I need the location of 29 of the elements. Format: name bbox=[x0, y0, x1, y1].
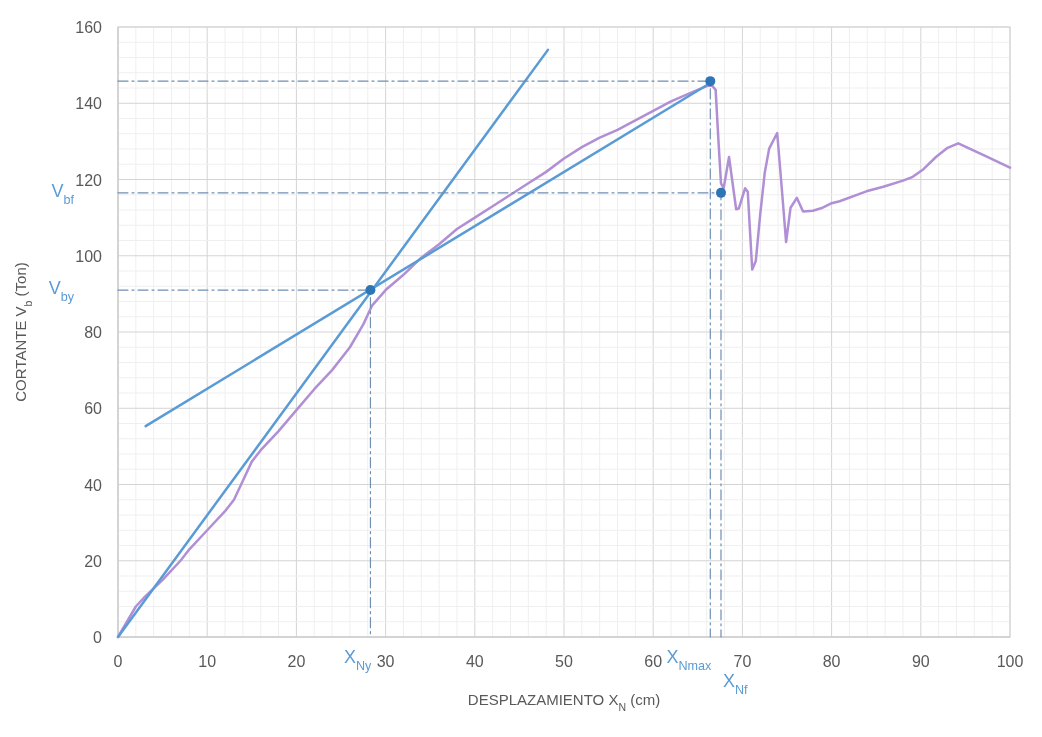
x-tick-label: 80 bbox=[822, 653, 841, 670]
annotation: V$_{by}$ bbox=[48, 278, 75, 305]
x-tick-label: 30 bbox=[376, 653, 395, 670]
x-axis-title: DESPLAZAMIENTO X$_{N}$ (cm) bbox=[467, 691, 661, 713]
y-tick-label: 140 bbox=[75, 95, 103, 113]
y-tick-label: 20 bbox=[84, 552, 103, 570]
y-tick-label: 160 bbox=[75, 19, 103, 36]
y-tick-label: 120 bbox=[75, 171, 103, 189]
y-tick-label: 0 bbox=[93, 629, 103, 646]
annotation: V$_{bf}$ bbox=[51, 180, 75, 207]
x-tick-label: 90 bbox=[911, 653, 930, 670]
x-tick-label: 10 bbox=[198, 653, 217, 670]
x-tick-label: 100 bbox=[996, 653, 1024, 670]
annotation: X$_{Nf}$ bbox=[722, 671, 749, 697]
x-tick-label: 60 bbox=[644, 653, 663, 670]
x-tick-label: 50 bbox=[555, 653, 573, 670]
point bbox=[715, 187, 726, 198]
x-tick-label: 0 bbox=[113, 653, 123, 670]
y-tick-label: 60 bbox=[84, 400, 103, 418]
point bbox=[365, 285, 376, 296]
x-tick-label: 20 bbox=[287, 653, 306, 670]
y-tick-label: 40 bbox=[84, 476, 103, 494]
y-tick-label: 100 bbox=[75, 247, 103, 265]
x-tick-label: 40 bbox=[465, 653, 484, 670]
annotation: X$_{Nmax}$ bbox=[666, 647, 712, 673]
x-tick-label: 70 bbox=[733, 653, 752, 670]
annotation: X$_{Ny}$ bbox=[344, 647, 373, 673]
y-tick-label: 80 bbox=[84, 324, 103, 341]
point bbox=[705, 76, 716, 87]
